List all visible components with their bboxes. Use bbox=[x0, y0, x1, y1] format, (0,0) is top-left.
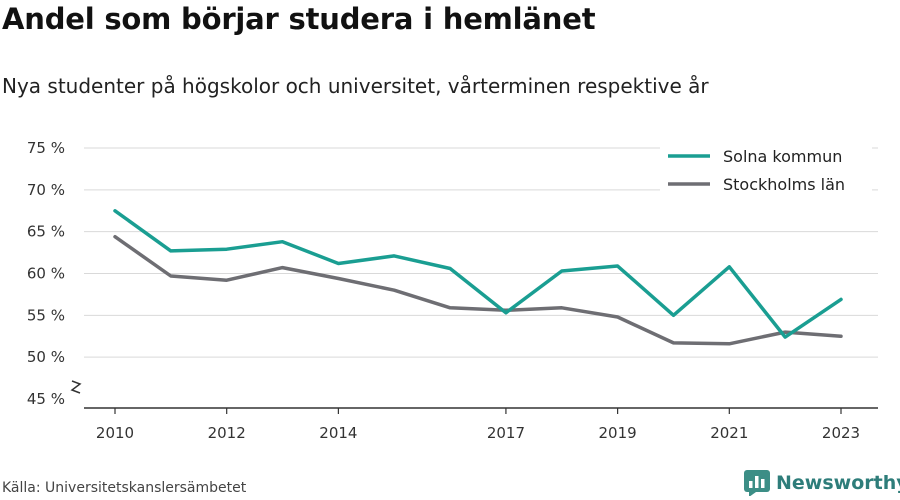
y-tick-label: 45 % bbox=[27, 390, 65, 408]
series-line-stockholms-län bbox=[113, 234, 843, 346]
x-tick-label: 2012 bbox=[208, 424, 246, 442]
line-chart: 45 %50 %55 %60 %65 %70 %75 % 2010 2012 201… bbox=[27, 138, 878, 442]
y-tick-label: 50 % bbox=[27, 348, 65, 366]
y-tick-label: 60 % bbox=[27, 265, 65, 283]
chart-title: Andel som börjar studera i hemlänet bbox=[2, 2, 596, 36]
chart-subtitle: Nya studenter på högskolor och universit… bbox=[2, 74, 709, 98]
series-lines bbox=[113, 209, 843, 346]
x-axis-tick-labels: 2010 2012 2014 2017 2019 2021 2023 bbox=[96, 408, 860, 442]
legend-label: Stockholms län bbox=[723, 175, 845, 194]
x-tick-label: 2019 bbox=[599, 424, 637, 442]
y-tick-label: 55 % bbox=[27, 306, 65, 324]
x-tick-label: 2010 bbox=[96, 424, 134, 442]
bar-chart-logo-icon bbox=[744, 470, 770, 496]
x-axis bbox=[70, 380, 878, 409]
axis-break-mark bbox=[70, 380, 82, 394]
x-tick-label: 2023 bbox=[822, 424, 860, 442]
series-line-solna-kommun bbox=[113, 209, 843, 339]
x-tick-label: 2021 bbox=[710, 424, 748, 442]
brand-name: Newsworthy bbox=[776, 472, 900, 494]
y-tick-label: 75 % bbox=[27, 139, 65, 157]
brand-logo: Newsworthy bbox=[744, 468, 900, 498]
y-tick-label: 70 % bbox=[27, 181, 65, 199]
x-tick-label: 2017 bbox=[487, 424, 525, 442]
x-tick-label: 2014 bbox=[319, 424, 357, 442]
legend-label: Solna kommun bbox=[723, 147, 842, 166]
legend-background bbox=[660, 138, 872, 200]
legend: Solna kommun Stockholms län bbox=[660, 138, 872, 200]
source-note: Källa: Universitetskanslersämbetet bbox=[2, 480, 247, 496]
y-tick-label: 65 % bbox=[27, 223, 65, 241]
y-axis-tick-labels: 45 % 50 % 55 % 60 % 65 % 70 % 75 % bbox=[27, 139, 65, 408]
